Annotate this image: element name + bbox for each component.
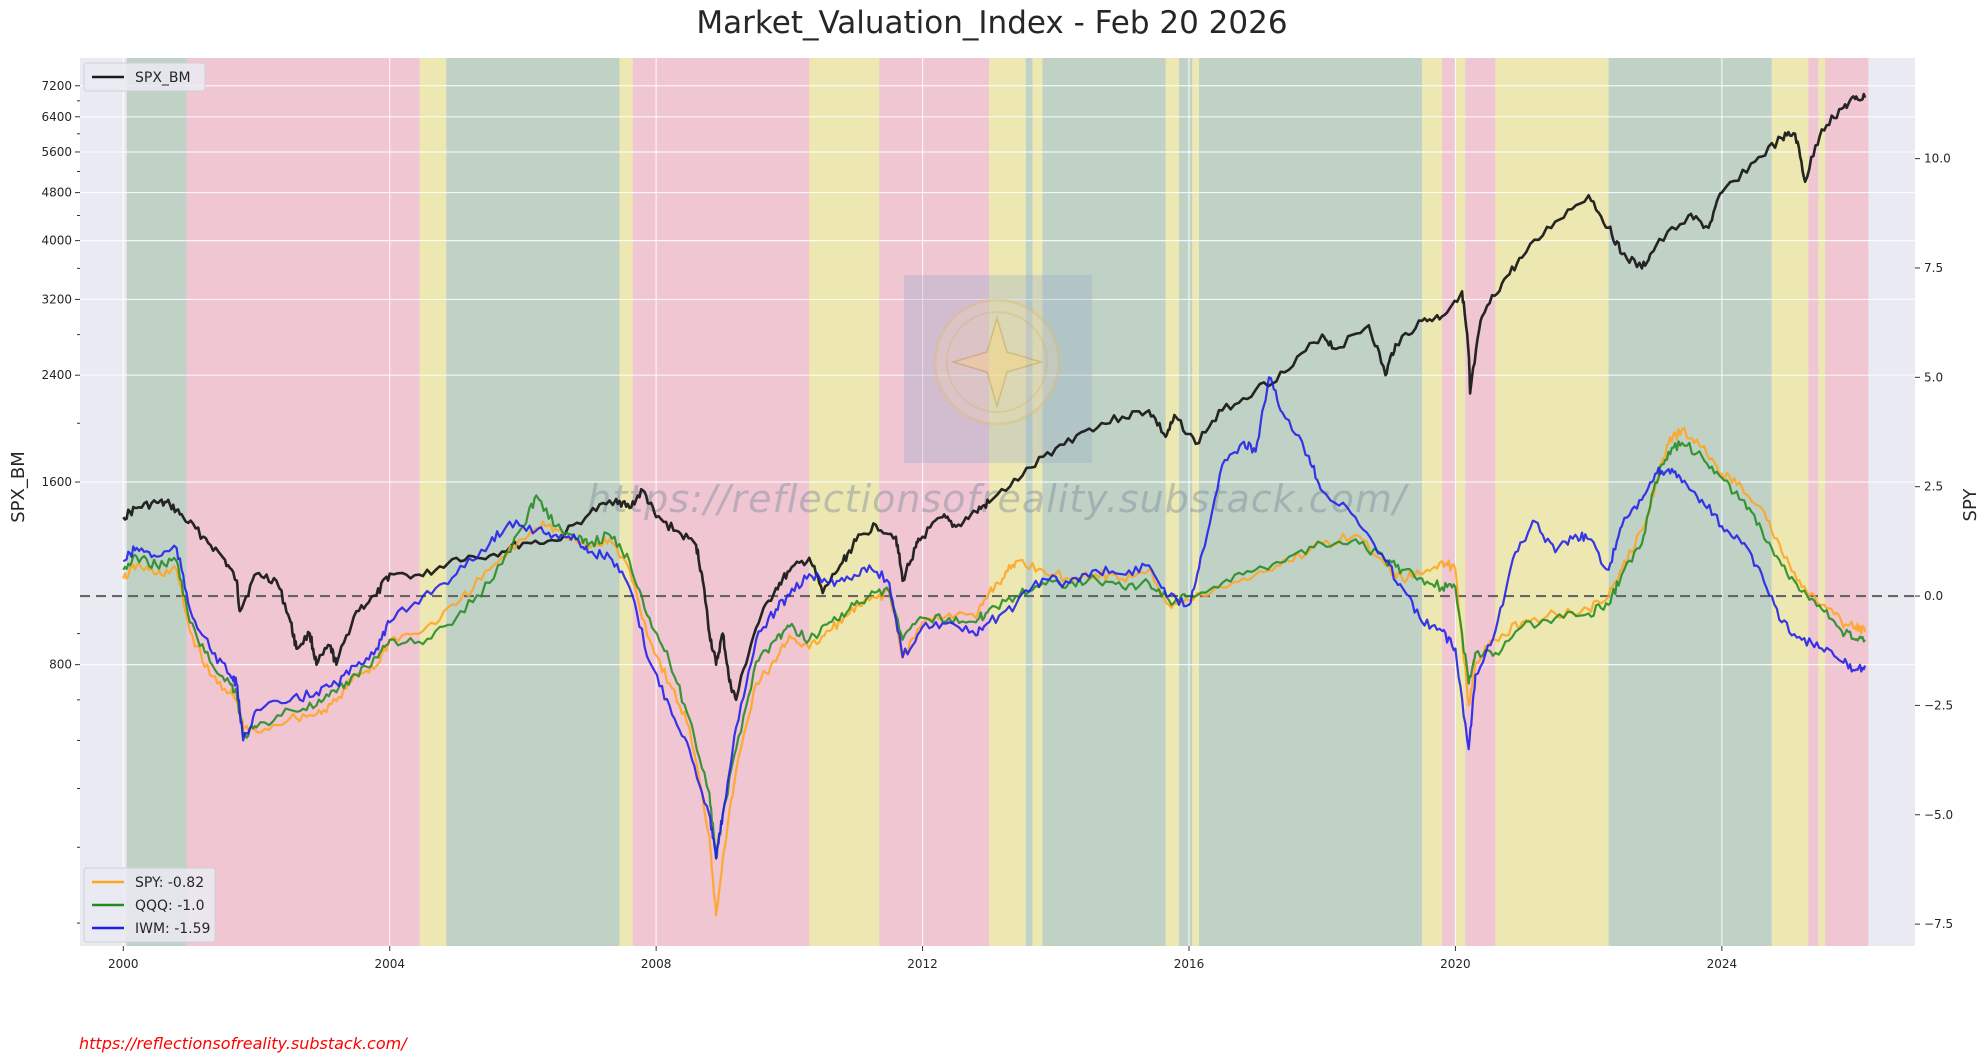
x-tick-label: 2024 xyxy=(1707,957,1738,971)
y-left-tick-label: 6400 xyxy=(41,110,72,124)
y-left-tick-label: 1600 xyxy=(41,475,72,489)
y-right-tick-label: 2.5 xyxy=(1924,480,1943,494)
regime-band-yellow xyxy=(1032,58,1043,946)
footer-link[interactable]: https://reflectionsofreality.substack.co… xyxy=(79,1034,407,1053)
legend-bottom: SPY: -0.82 QQQ: -1.0 IWM: -1.59 xyxy=(83,867,216,943)
legend-label-spx: SPX_BM xyxy=(135,70,191,86)
regime-band-red xyxy=(632,58,810,946)
series-line-qqq xyxy=(122,440,1866,860)
regime-band-green xyxy=(1198,58,1423,946)
y-left-tick-label: 800 xyxy=(49,658,72,672)
y-left-tick-label: 3200 xyxy=(41,292,72,306)
regime-band-yellow xyxy=(419,58,447,946)
y-left-tick-label: 2400 xyxy=(41,368,72,382)
y-right-axis-title: SPY xyxy=(1960,488,1981,522)
regime-band-red xyxy=(1808,58,1819,946)
axes: 2000 2004 2008 2012 2016 2020 2024 800 1600 2400 3… xyxy=(41,79,1953,971)
x-tick-label: 2004 xyxy=(374,957,405,971)
legend-label-iwm: IWM: -1.59 xyxy=(135,921,210,937)
x-tick-label: 2016 xyxy=(1174,957,1205,971)
legend-top: SPX_BM xyxy=(83,62,206,92)
legend-label-spy: SPY: -0.82 xyxy=(135,875,204,891)
watermark-text: https://reflectionsofreality.substack.co… xyxy=(587,477,1410,521)
y-right-tick-label: 0.0 xyxy=(1924,589,1943,603)
x-tick-label: 2012 xyxy=(907,957,938,971)
regime-band-red xyxy=(186,58,420,946)
y-left-tick-label: 5600 xyxy=(41,145,72,159)
series-line-iwm xyxy=(122,376,1867,860)
regime-band-yellow xyxy=(1192,58,1199,946)
regime-band-green xyxy=(1042,58,1166,946)
chart-title: Market_Valuation_Index - Feb 20 2026 xyxy=(696,5,1287,41)
y-right-tick-label: 10.0 xyxy=(1924,152,1951,166)
regime-band-yellow xyxy=(989,58,1026,946)
series-lines xyxy=(122,92,1867,917)
x-tick-label: 2008 xyxy=(641,957,672,971)
y-left-tick-label: 4000 xyxy=(41,234,72,248)
y-left-axis-title: SPX_BM xyxy=(8,451,29,523)
regime-band-yellow xyxy=(1771,58,1809,946)
regime-band-red xyxy=(1465,58,1496,946)
series-line-spx_bm xyxy=(122,92,1867,702)
y-right-tick-label: 7.5 xyxy=(1924,261,1943,275)
x-tick-label: 2020 xyxy=(1440,957,1471,971)
regime-band-green xyxy=(1608,58,1772,946)
y-right-tick-label: −2.5 xyxy=(1924,698,1953,712)
regime-band-yellow xyxy=(1455,58,1466,946)
gridlines xyxy=(80,58,1915,946)
regime-band-red xyxy=(879,58,990,946)
y-left-tick-label: 4800 xyxy=(41,186,72,200)
regime-band-red xyxy=(1825,58,1869,946)
regime-band-yellow xyxy=(1495,58,1609,946)
y-right-tick-label: −7.5 xyxy=(1924,917,1953,931)
regime-band-yellow xyxy=(1165,58,1180,946)
y-right-tick-label: 5.0 xyxy=(1924,370,1943,384)
regime-band-yellow xyxy=(619,58,633,946)
y-left-tick-label: 7200 xyxy=(41,79,72,93)
regime-band-yellow xyxy=(809,58,880,946)
regime-band-green xyxy=(1025,58,1033,946)
series-line-spy xyxy=(122,426,1867,917)
logo-watermark xyxy=(904,275,1092,463)
regime-band-yellow xyxy=(1818,58,1826,946)
regime-band-yellow xyxy=(1422,58,1443,946)
regime-band-red xyxy=(1442,58,1456,946)
y-right-tick-label: −5.0 xyxy=(1924,808,1953,822)
legend-label-qqq: QQQ: -1.0 xyxy=(135,898,205,914)
x-tick-label: 2000 xyxy=(108,957,139,971)
